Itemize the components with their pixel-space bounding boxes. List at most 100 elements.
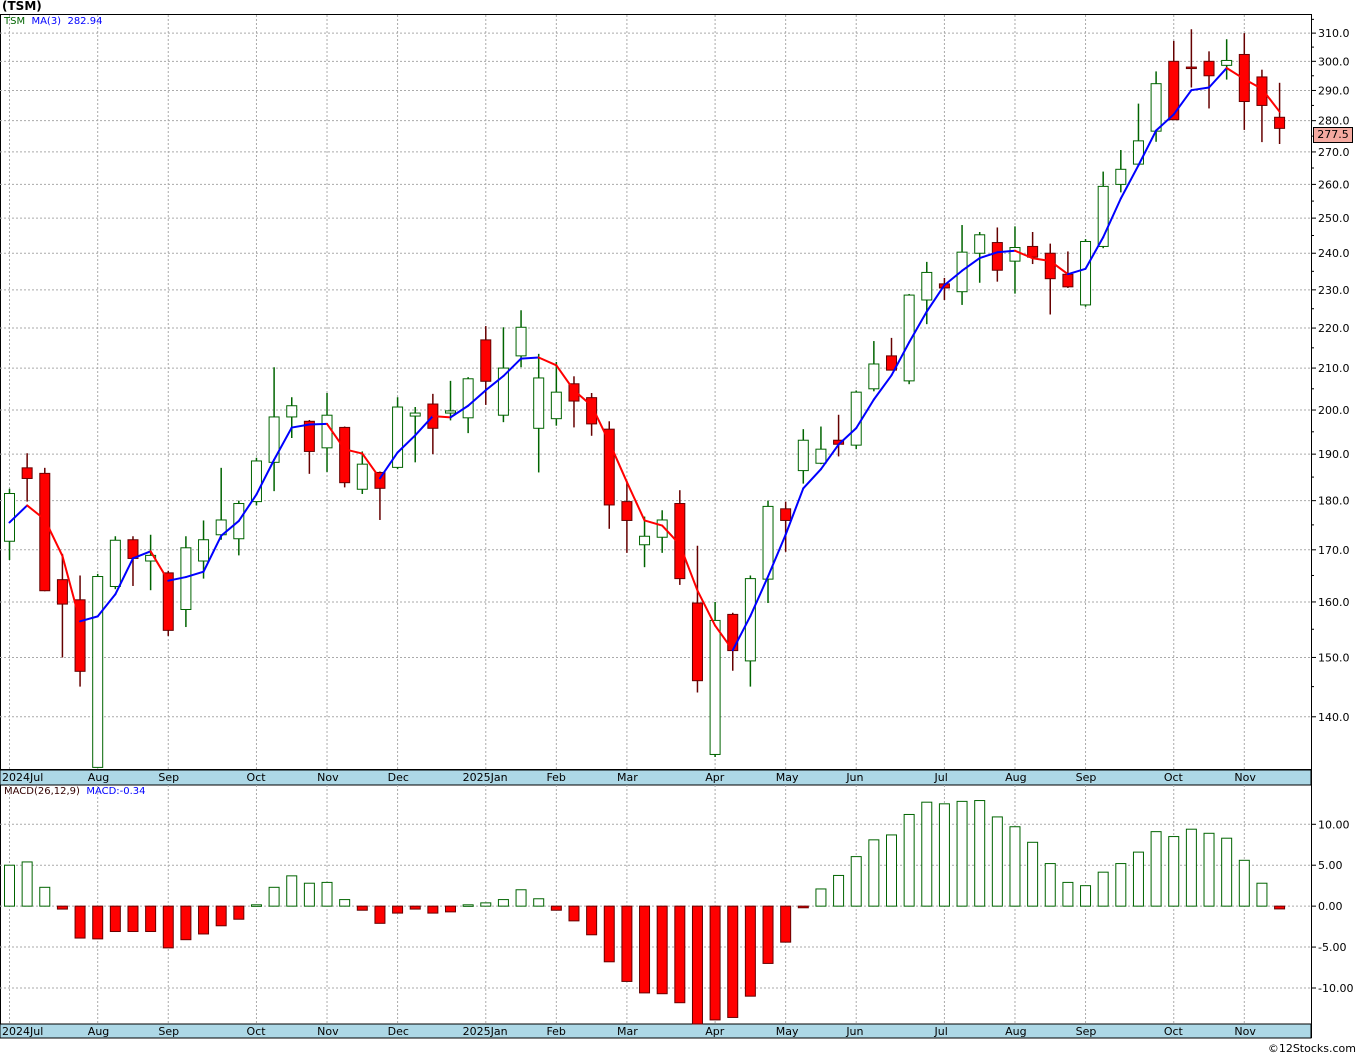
macd-bar-negative <box>180 905 192 941</box>
ma3-segment <box>273 426 293 461</box>
month-label: Feb <box>546 771 565 784</box>
candle-down <box>127 539 139 559</box>
date-axis-band-bottom <box>0 1023 1312 1039</box>
candle-up <box>356 463 368 490</box>
macd-tick-label: 5.00 <box>1318 859 1343 872</box>
month-label: Jul <box>934 1025 948 1038</box>
ma3-segment <box>802 468 822 490</box>
macd-bar-positive <box>250 904 262 907</box>
ma3-segment <box>255 458 276 496</box>
candle-down <box>1062 273 1074 288</box>
ma3-segment <box>1243 78 1263 90</box>
macd-bar-positive <box>938 803 950 907</box>
macd-bar-positive <box>833 874 845 907</box>
last-price-badge: 277.5 <box>1313 127 1353 143</box>
ma3-segment <box>202 534 223 573</box>
candle-up <box>921 271 933 301</box>
macd-bar-positive <box>1115 863 1127 907</box>
month-label: Oct <box>247 771 267 784</box>
macd-bar-positive <box>1221 837 1233 907</box>
price-legend: TSM MA(3) 282.94 <box>4 16 102 27</box>
macd-bar-negative <box>92 905 104 940</box>
month-label: Aug <box>88 771 109 784</box>
ma3-segment <box>1172 89 1193 116</box>
ma3-segment <box>572 389 593 407</box>
candle-up <box>109 539 121 587</box>
macd-bar-positive <box>921 801 933 907</box>
macd-bar-positive <box>991 816 1003 907</box>
macd-bar-negative <box>145 905 157 933</box>
macd-bar-positive <box>886 834 897 907</box>
ma3-segment <box>1155 113 1175 132</box>
month-label: Aug <box>1005 1025 1026 1038</box>
candle-down <box>991 242 1003 271</box>
ma3-segment <box>767 533 787 578</box>
price-tick-label: 170.0 <box>1318 544 1350 557</box>
ma3-segment <box>608 441 628 484</box>
macd-bar-positive <box>339 899 351 907</box>
month-label: Nov <box>1234 1025 1256 1038</box>
candle-down <box>39 472 51 592</box>
month-label: Apr <box>705 771 725 784</box>
ma3-segment <box>467 389 487 407</box>
candle-down <box>603 428 615 506</box>
copyright-footer: ©12Stocks.com <box>1267 1042 1356 1055</box>
ma3-segment <box>237 493 258 522</box>
macd-bar-positive <box>1256 882 1268 907</box>
price-tick-label: 280.0 <box>1318 115 1350 128</box>
ma3-segment <box>502 357 523 378</box>
ma3-segment <box>1066 267 1087 276</box>
macd-bar-positive <box>850 856 862 907</box>
ma3-segment <box>696 589 717 627</box>
ma3-segment <box>1225 67 1246 81</box>
price-tick-label: 290.0 <box>1318 84 1350 97</box>
candle-down <box>374 471 386 489</box>
month-label: Aug <box>88 1025 109 1038</box>
macd-bar-positive <box>480 902 492 907</box>
ma3-segment <box>784 487 805 536</box>
macd-bar-positive <box>303 882 315 907</box>
price-tick-label: 250.0 <box>1318 212 1350 225</box>
macd-bar-negative <box>550 905 562 911</box>
macd-bar-positive <box>21 861 33 907</box>
ma3-segment <box>184 570 205 579</box>
price-tick-label: 240.0 <box>1318 247 1350 260</box>
month-label: May <box>776 771 799 784</box>
macd-bar-negative <box>656 905 668 995</box>
price-tick-label: 150.0 <box>1318 651 1350 664</box>
ma3-segment <box>925 284 946 313</box>
ma3-segment <box>343 448 364 455</box>
price-tick-label: 210.0 <box>1318 362 1350 375</box>
macd-bar-negative <box>127 905 139 933</box>
candle-up <box>462 378 474 419</box>
macd-bar-negative <box>568 905 580 922</box>
candle-up <box>709 619 721 755</box>
candle-up <box>974 234 986 254</box>
macd-bar-positive <box>1203 832 1215 907</box>
ma3-segment <box>1102 197 1122 239</box>
ma3-segment <box>149 550 170 582</box>
price-tick-label: 230.0 <box>1318 284 1350 297</box>
ma3-segment <box>1260 87 1281 113</box>
ma3-segment <box>819 443 840 471</box>
ma3-segment <box>1031 257 1052 263</box>
candle-up <box>497 367 509 416</box>
ma3-segment <box>555 364 575 392</box>
macd-bar-negative <box>691 905 703 1025</box>
legend-ma-value: 282.94 <box>67 16 103 27</box>
ma3-segment <box>43 518 64 557</box>
ma3-segment <box>1208 67 1228 89</box>
month-label: 2025Jan <box>463 771 508 784</box>
ma3-segment <box>1084 236 1105 270</box>
candle-up <box>868 363 880 390</box>
candle-down <box>1185 66 1197 70</box>
macd-bar-negative <box>445 905 456 913</box>
candle-up <box>286 405 298 418</box>
macd-bar-positive <box>1080 885 1092 907</box>
macd-tick-label: -10.00 <box>1318 982 1353 995</box>
candle-up <box>250 460 262 503</box>
macd-bar-negative <box>56 905 68 910</box>
ma3-segment <box>449 404 470 419</box>
month-label: Mar <box>617 1025 638 1038</box>
macd-bar-negative <box>727 905 739 1018</box>
